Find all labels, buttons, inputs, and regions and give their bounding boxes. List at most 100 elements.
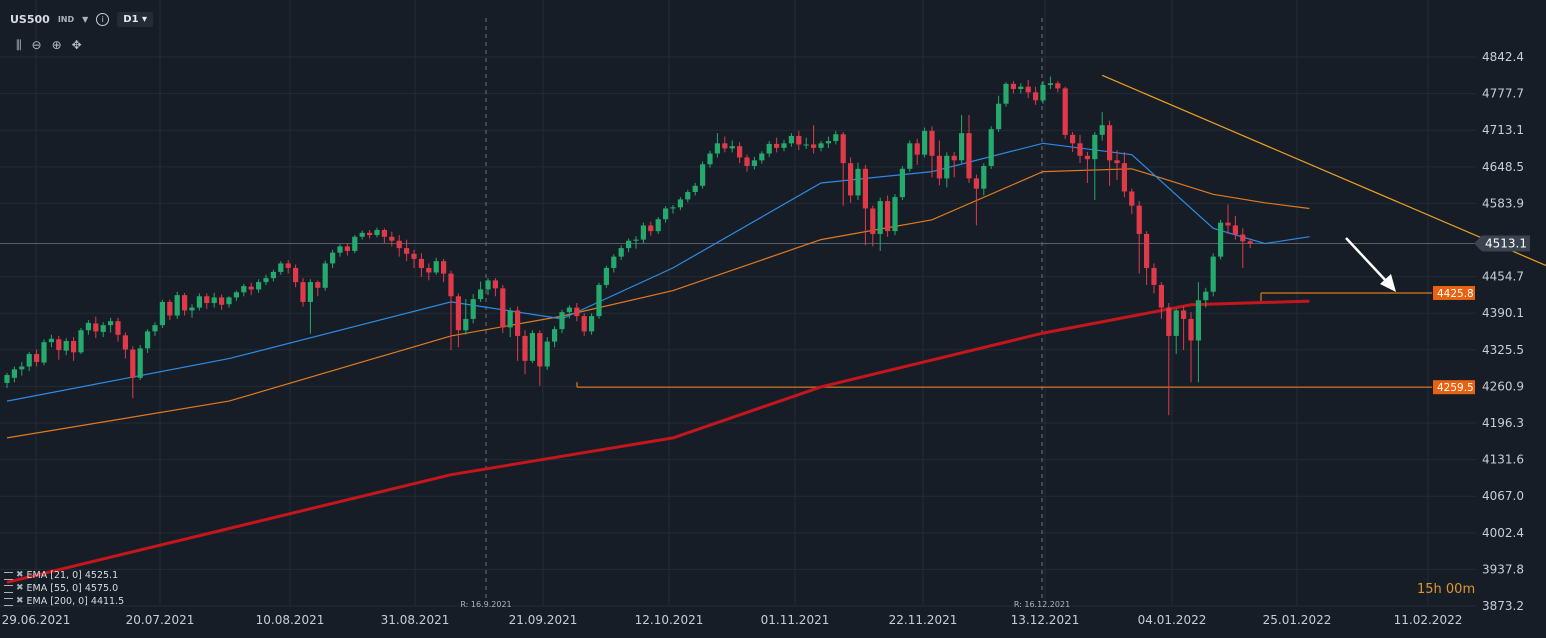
price-tick-label: 4002.4 [1482,526,1524,540]
candle [56,335,62,360]
descending-trendline [1101,74,1546,267]
candle [293,264,299,288]
settings-icon[interactable] [4,597,13,606]
settings-icon[interactable] [4,584,13,593]
candle-body [855,168,861,196]
candle-body [1077,143,1083,156]
candle-body [648,225,654,232]
candle [93,316,99,339]
candle-body [1055,83,1061,89]
candle-body [1092,134,1098,160]
candle-body [315,282,321,288]
zoom-out-icon[interactable]: ⊖ [31,38,42,52]
date-tick-label: 04.01.2022 [1138,613,1207,627]
candle [862,164,868,246]
candle-body [1107,125,1113,161]
candle-body [152,325,158,332]
candle-body [389,236,395,241]
candle-body [1084,155,1090,160]
candle [389,231,395,247]
symbol-label[interactable]: US500 [10,13,50,26]
indicator-ema55[interactable]: ✖ EMA [55, 0] 4575.0 [4,582,124,595]
candle [108,317,114,333]
date-tick-label: 10.08.2021 [256,613,325,627]
date-tick-label: 21.09.2021 [509,613,578,627]
candle [892,194,898,236]
chart-header: US500 IND ▼ i D1 ▾ [10,12,154,27]
candle-body [685,192,691,200]
date-tick-label: 12.10.2021 [635,613,704,627]
candle-body [359,232,365,237]
candle-body [618,248,624,257]
crosshair-move-icon[interactable]: ✥ [71,38,82,52]
candle-body [581,316,587,332]
candle-body [441,261,447,274]
remove-icon[interactable]: ✖ [16,570,24,580]
candle [1151,263,1157,294]
indicator-label: EMA [55, 0] 4575.0 [26,583,119,594]
candle [374,227,380,238]
candle [840,131,846,206]
chart-tools: ⫼ ⊖ ⊕ ✥ [16,38,82,53]
candle-body [796,135,802,145]
candle-body [944,155,950,179]
candle-body [811,144,817,148]
candle-body [848,163,854,196]
price-tick-label: 4196.3 [1482,416,1524,430]
candle [41,339,47,366]
candle [877,197,883,251]
candle [1232,215,1238,240]
candle [907,140,913,172]
candle-body [71,341,77,353]
chevron-down-icon[interactable]: ▼ [82,15,89,24]
remove-icon[interactable]: ✖ [16,596,24,606]
candle-body [381,229,387,237]
candle-body [515,310,521,336]
info-icon[interactable]: i [96,13,110,26]
candle [344,243,350,256]
candle [522,330,528,375]
remove-icon[interactable]: ✖ [16,583,24,593]
candle [707,150,713,168]
candle-body [1062,88,1068,135]
candle-body [559,312,565,330]
candle-body [145,331,151,349]
candle [966,115,972,183]
bars-settings-icon[interactable]: ⫼ [16,38,22,52]
candle [581,313,587,336]
candle [263,274,269,285]
candle [1062,86,1068,139]
candle-body [485,280,491,290]
candle-body [973,178,979,189]
candle-body [204,296,210,304]
candle [478,281,484,302]
candle [359,230,365,240]
candle-body [951,155,957,161]
candle [670,205,676,214]
candle [26,351,32,372]
candle [655,216,661,234]
candle-body [1158,284,1164,308]
settings-icon[interactable] [4,571,13,580]
candle [4,372,10,389]
candle [300,278,306,307]
zoom-in-icon[interactable]: ⊕ [51,38,62,52]
candle-body [41,342,47,363]
candle-body [463,318,469,331]
indicator-ema200[interactable]: ✖ EMA [200, 0] 4411.5 [4,595,124,608]
candle-body [418,258,424,268]
candle-body [626,240,632,249]
timeframe-select[interactable]: D1 ▾ [117,12,154,27]
candle [433,257,439,275]
candle-body [270,271,276,279]
candle-body [870,208,876,234]
candle-body [196,296,202,308]
indicator-ema21[interactable]: ✖ EMA [21, 0] 4525.1 [4,569,124,582]
date-tick-label: 20.07.2021 [126,613,195,627]
candle-body [352,236,358,251]
candle [1129,188,1135,215]
candle [988,126,994,169]
price-tick-label: 4713.1 [1482,123,1524,137]
